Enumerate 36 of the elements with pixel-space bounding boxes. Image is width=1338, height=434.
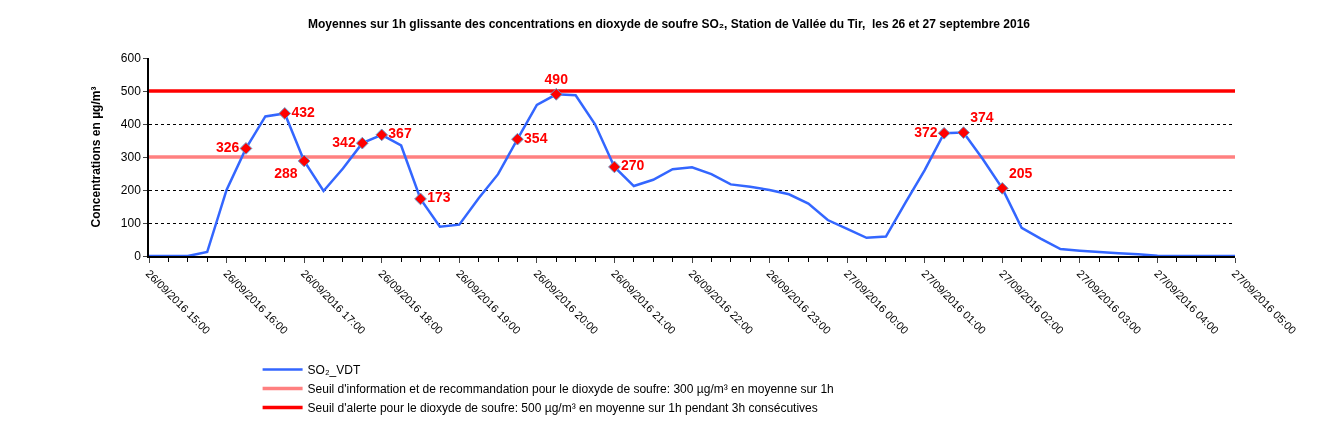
data-label: 326 <box>215 138 240 155</box>
data-label: 432 <box>291 103 315 120</box>
y-tick-label: 400 <box>120 117 142 132</box>
data-label: 342 <box>332 133 356 150</box>
data-label: 354 <box>524 129 548 146</box>
point <box>355 136 369 150</box>
legend-label: Seuil d'alerte pour le dioxyde de soufre: 500 µg/m³ en moyenne sur 1h pendant 3h consécutives <box>307 401 818 416</box>
data-label: 270 <box>621 157 645 174</box>
chart-title: Moyennes sur 1h glissante des concentrations en dioxyde de soufre SO₂, Station de Vallée du Tir, les 26 et 27 septembre 2016 <box>307 16 1031 31</box>
point <box>297 154 311 168</box>
y-tick-label: 100 <box>120 216 142 231</box>
y-tick-label: 200 <box>120 183 142 198</box>
point <box>937 126 951 140</box>
data-label: 374 <box>970 109 994 126</box>
y-tick-label: 500 <box>120 84 142 99</box>
legend-label: SO₂_VDT <box>307 363 361 378</box>
data-label: 288 <box>274 165 298 182</box>
point <box>278 107 292 120</box>
point <box>957 126 970 139</box>
point <box>511 132 524 146</box>
y-tick-label: 600 <box>120 51 142 66</box>
legend-label: Seuil d'information et de recommandation pour le dioxyde de soufre: 300 µg/m³ en moyenne sur 1h <box>307 382 834 397</box>
y-tick-label: 300 <box>120 150 142 165</box>
data-label: 173 <box>427 189 451 206</box>
point <box>375 128 389 142</box>
data-label: 372 <box>914 123 938 140</box>
point <box>995 182 1009 195</box>
point <box>414 192 427 206</box>
point <box>608 160 621 174</box>
data-label: 205 <box>1008 165 1033 182</box>
y-axis-title: Concentrations en µg/m³ <box>88 86 103 228</box>
point <box>549 87 563 101</box>
point <box>239 142 253 155</box>
data-label: 367 <box>388 125 412 142</box>
data-label: 490 <box>544 71 569 88</box>
y-tick-label: 0 <box>134 249 142 264</box>
